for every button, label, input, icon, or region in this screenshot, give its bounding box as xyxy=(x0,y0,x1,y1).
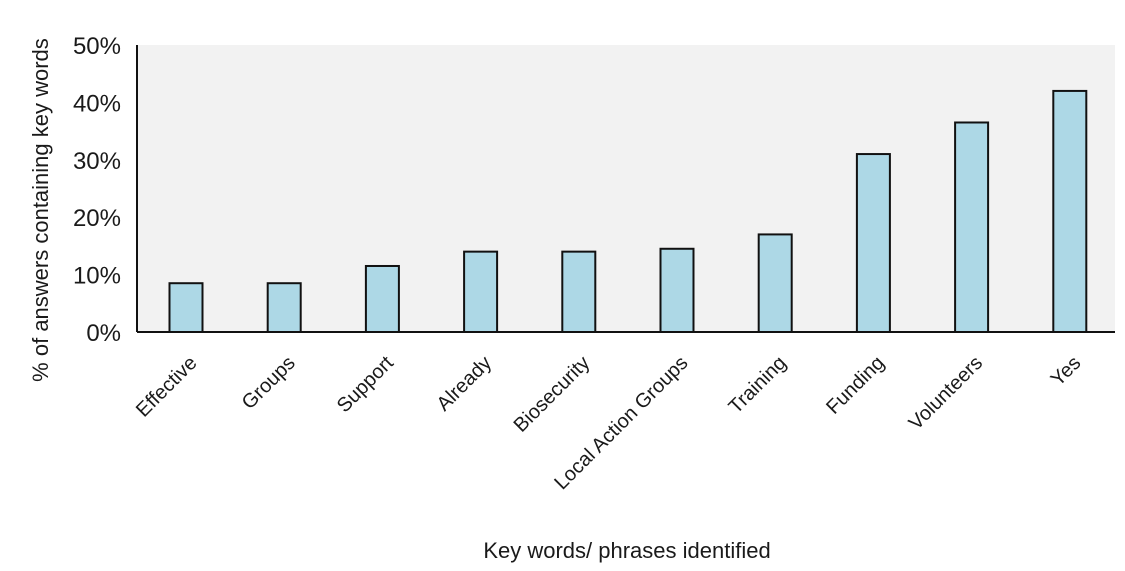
bar xyxy=(168,282,204,333)
x-category-labels: Effective Groups Support Already Biosecurity… xyxy=(132,352,1085,494)
y-tick-label: 40% xyxy=(73,90,121,117)
y-axis-title: % of answers containing key words xyxy=(28,38,53,382)
bar xyxy=(1052,89,1088,333)
x-category-label: Biosecurity xyxy=(510,352,595,437)
bar xyxy=(463,250,499,333)
bar xyxy=(855,153,891,333)
y-tick-labels: 0% 10% 20% 30% 40% 50% xyxy=(73,33,121,347)
x-category-label: Volunteers xyxy=(905,352,987,434)
x-category-label: Yes xyxy=(1047,352,1086,391)
y-tick-label: 30% xyxy=(73,148,121,175)
bar xyxy=(266,282,302,333)
bar xyxy=(757,233,793,333)
bar xyxy=(659,247,695,334)
bar xyxy=(561,250,597,333)
bars-group xyxy=(168,89,1088,334)
y-tick-label: 0% xyxy=(86,320,121,347)
bar xyxy=(364,264,400,333)
x-category-label: Groups xyxy=(238,352,300,414)
x-category-label: Effective xyxy=(132,352,202,422)
x-axis-title: Key words/ phrases identified xyxy=(483,538,770,563)
y-tick-label: 50% xyxy=(73,33,121,60)
x-category-label: Support xyxy=(333,352,398,417)
x-category-label: Already xyxy=(433,352,497,416)
bar xyxy=(954,121,990,333)
y-tick-label: 20% xyxy=(73,205,121,232)
x-category-label: Training xyxy=(725,352,791,418)
y-tick-label: 10% xyxy=(73,263,121,290)
x-category-label: Funding xyxy=(822,352,889,419)
